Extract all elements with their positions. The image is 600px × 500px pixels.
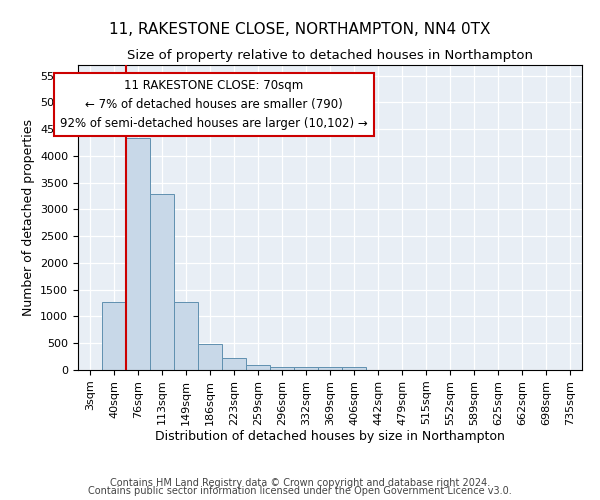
Title: Size of property relative to detached houses in Northampton: Size of property relative to detached ho… xyxy=(127,50,533,62)
Bar xyxy=(198,344,222,370)
Text: Contains public sector information licensed under the Open Government Licence v3: Contains public sector information licen… xyxy=(88,486,512,496)
Bar xyxy=(318,367,342,370)
Bar xyxy=(150,194,174,370)
Bar xyxy=(342,367,366,370)
Y-axis label: Number of detached properties: Number of detached properties xyxy=(22,119,35,316)
X-axis label: Distribution of detached houses by size in Northampton: Distribution of detached houses by size … xyxy=(155,430,505,444)
Text: 11, RAKESTONE CLOSE, NORTHAMPTON, NN4 0TX: 11, RAKESTONE CLOSE, NORTHAMPTON, NN4 0T… xyxy=(109,22,491,38)
Text: 11 RAKESTONE CLOSE: 70sqm
← 7% of detached houses are smaller (790)
92% of semi-: 11 RAKESTONE CLOSE: 70sqm ← 7% of detach… xyxy=(60,78,368,130)
Bar xyxy=(246,365,270,370)
Bar xyxy=(102,302,126,370)
Bar xyxy=(126,138,150,370)
Text: Contains HM Land Registry data © Crown copyright and database right 2024.: Contains HM Land Registry data © Crown c… xyxy=(110,478,490,488)
Bar xyxy=(270,367,294,370)
Bar xyxy=(294,367,318,370)
Bar xyxy=(222,358,246,370)
Bar xyxy=(174,302,198,370)
